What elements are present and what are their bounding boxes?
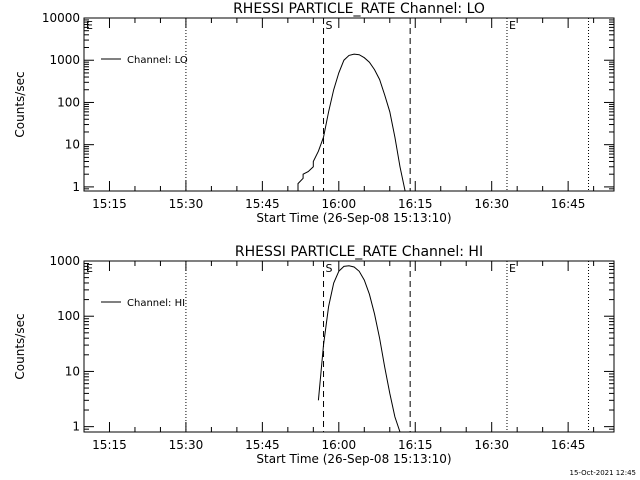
- x-tick-label: 15:15: [92, 197, 127, 211]
- series-line: [317, 265, 401, 432]
- x-tick-label: 16:15: [398, 438, 433, 452]
- legend: Channel: LO: [101, 55, 188, 66]
- x-tick-label: 16:30: [474, 438, 509, 452]
- y-tick-label: 1000: [49, 254, 80, 268]
- plot-frame: [83, 260, 615, 433]
- x-tick-label: 16:00: [322, 438, 357, 452]
- x-tick-label: 16:45: [551, 197, 586, 211]
- plot-frame: [83, 17, 615, 192]
- y-tick-label: 10: [65, 138, 80, 152]
- y-tick-label: 100: [57, 309, 80, 323]
- time-marker-label: E: [509, 262, 516, 275]
- footer-timestamp: 15-Oct-2021 12:45: [570, 469, 636, 477]
- x-tick-label: 15:45: [245, 197, 280, 211]
- x-tick-label: 16:45: [551, 438, 586, 452]
- y-tick-label: 1: [72, 420, 80, 434]
- x-tick-label: 16:00: [322, 197, 357, 211]
- legend-entry: Channel: HI: [127, 298, 185, 309]
- x-axis-label: Start Time (26-Sep-08 15:13:10): [256, 211, 451, 225]
- legend-entry: Channel: LO: [127, 55, 188, 66]
- y-tick-label: 1: [72, 180, 80, 194]
- series-line: [297, 53, 406, 191]
- chart-panel-1: RHESSI PARTICLE_RATE Channel: HI 1 10 100 10…: [13, 244, 615, 466]
- x-tick-label: 16:30: [474, 197, 509, 211]
- y-axis-label: Counts/sec: [13, 313, 27, 379]
- time-marker-label: S: [326, 262, 333, 275]
- chart-panel-0: RHESSI PARTICLE_RATE Channel: LO 1 10 100 10…: [13, 1, 615, 225]
- y-tick-label: 10: [65, 364, 80, 378]
- x-tick-label: 16:15: [398, 197, 433, 211]
- x-tick-label: 15:45: [245, 438, 280, 452]
- y-tick-label: 100: [57, 95, 80, 109]
- y-tick-label: 1000: [49, 53, 80, 67]
- time-marker-label: E: [86, 19, 93, 32]
- y-axis-label: Counts/sec: [13, 71, 27, 137]
- legend: Channel: HI: [101, 298, 185, 309]
- time-marker-label: E: [86, 262, 93, 275]
- time-marker-label: S: [326, 19, 333, 32]
- x-axis-label: Start Time (26-Sep-08 15:13:10): [256, 452, 451, 466]
- chart-title: RHESSI PARTICLE_RATE Channel: LO: [233, 1, 485, 17]
- y-tick-label: 10000: [42, 11, 80, 25]
- time-marker-label: E: [509, 19, 516, 32]
- x-tick-label: 15:15: [92, 438, 127, 452]
- x-tick-label: 15:30: [169, 197, 204, 211]
- x-tick-label: 15:30: [169, 438, 204, 452]
- chart-title: RHESSI PARTICLE_RATE Channel: HI: [235, 244, 483, 260]
